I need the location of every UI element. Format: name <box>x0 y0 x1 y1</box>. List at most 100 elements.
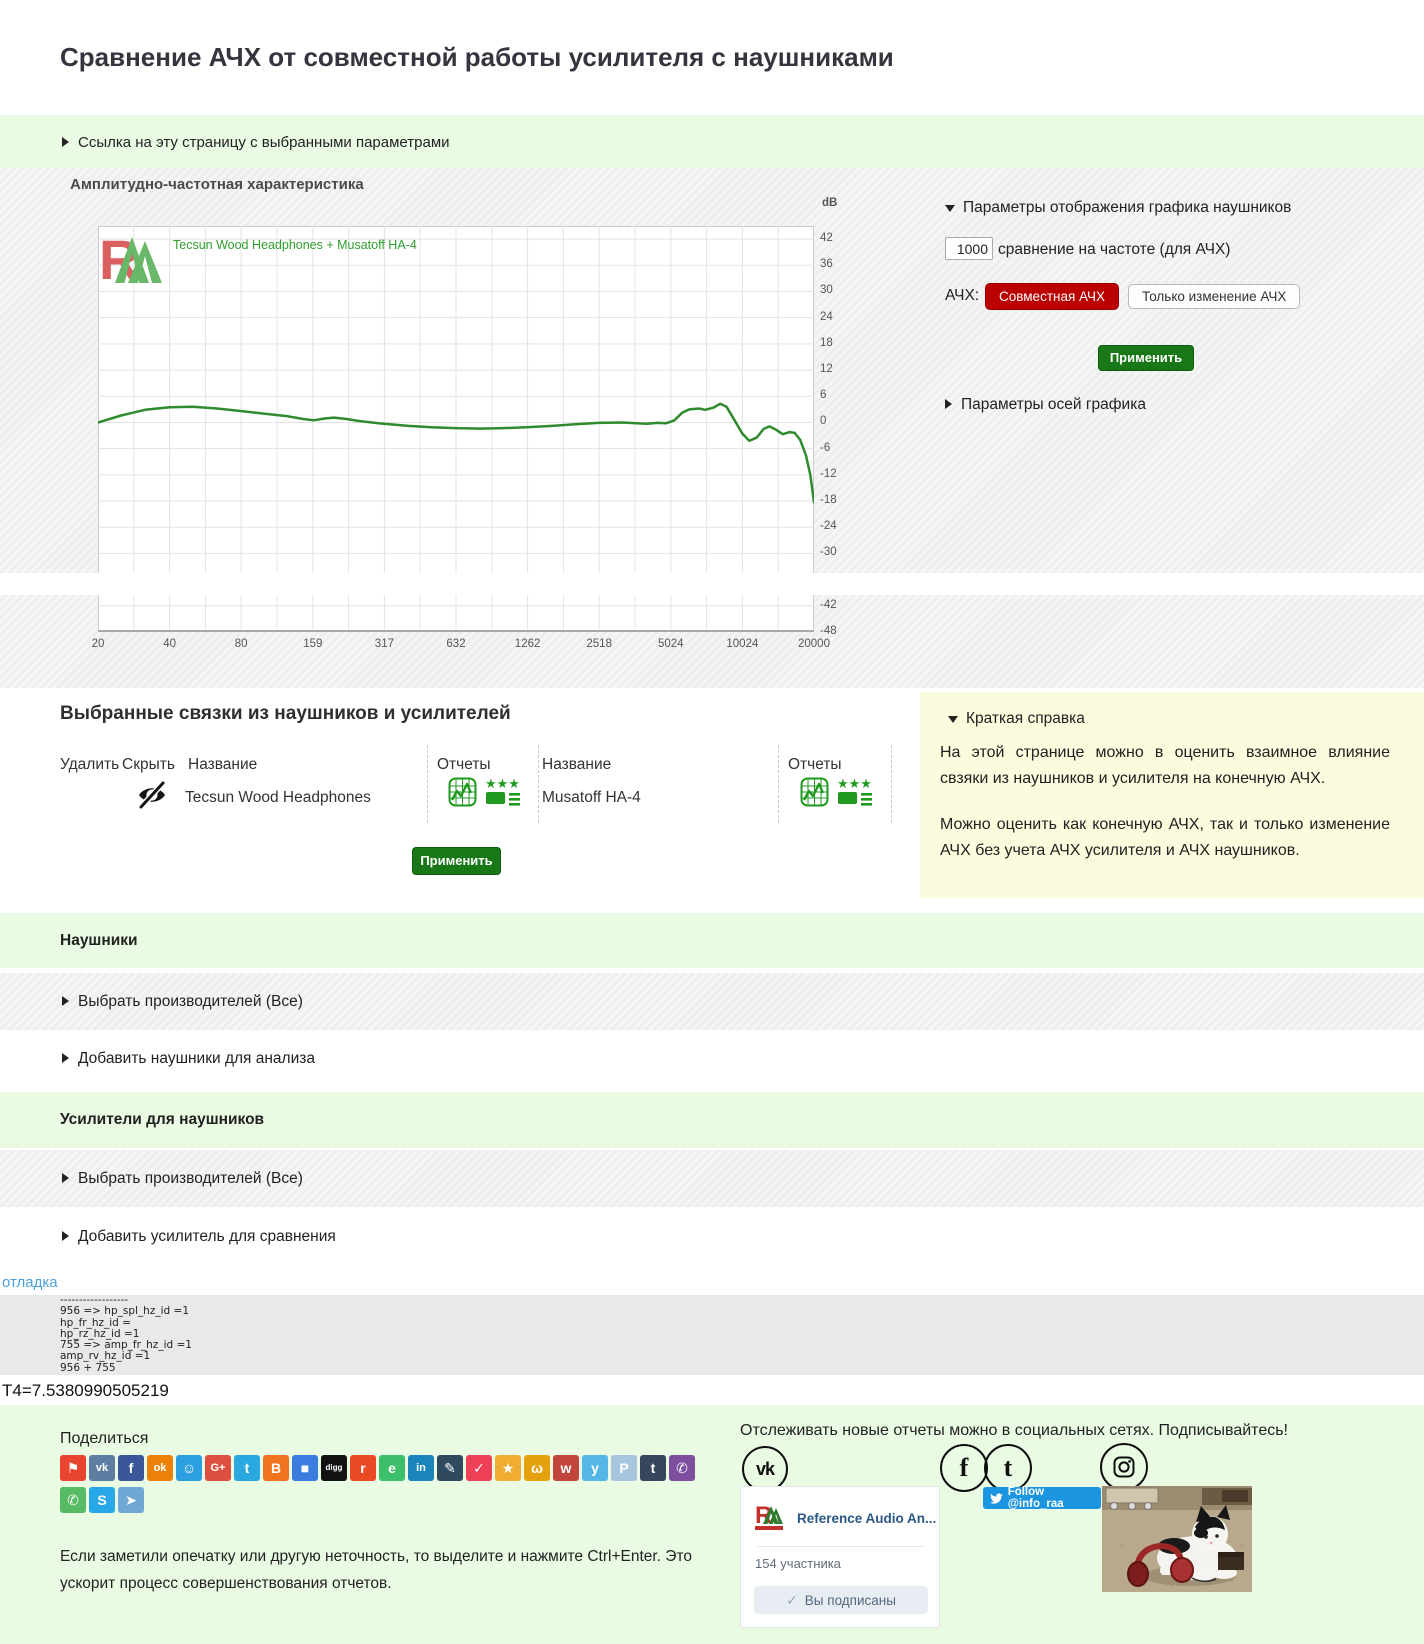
help-paragraph-1: На этой странице можно в оценить взаимно… <box>940 744 1390 787</box>
apply-pairs-button[interactable]: Применить <box>412 847 501 875</box>
share-surfingbird-icon[interactable]: y <box>582 1455 608 1481</box>
cat-with-headphones-photo <box>1102 1486 1252 1597</box>
amp-select-manufacturers-toggle[interactable]: Выбрать производителей (Все) <box>62 1170 303 1188</box>
y-tick: 42 <box>820 232 833 245</box>
column-separator <box>778 745 779 823</box>
share-reddit-icon[interactable]: r <box>350 1455 376 1481</box>
debug-output: ------------------ 956 => hp_spl_hz_id =1… <box>0 1294 1424 1375</box>
chart-caption: Амплитудно-частотная характеристика <box>70 176 364 193</box>
amplifier-name: Musatoff HA-4 <box>542 789 641 806</box>
col-reports: Отчеты <box>437 756 491 773</box>
hp-add-toggle[interactable]: Добавить наушники для анализа <box>62 1050 315 1068</box>
tumblr-circle-icon[interactable]: t <box>984 1444 1032 1492</box>
x-tick: 20 <box>91 638 105 650</box>
col-name-2: Название <box>542 756 612 773</box>
share-twitter-icon[interactable]: t <box>234 1455 260 1481</box>
instagram-circle-icon[interactable] <box>1100 1443 1148 1491</box>
raa-logo: R <box>99 228 163 292</box>
y-tick: -42 <box>820 598 837 611</box>
column-separator <box>427 745 428 823</box>
share-odnoklassniki-icon[interactable]: ok <box>147 1455 173 1481</box>
vk-members-count: 154 участника <box>755 1556 841 1571</box>
share-livejournal-icon[interactable]: ✎ <box>437 1455 463 1481</box>
share-viber-icon[interactable]: ✆ <box>669 1455 695 1481</box>
share-delicious-icon[interactable]: ■ <box>292 1455 318 1481</box>
share-postila-icon[interactable]: P <box>611 1455 637 1481</box>
share-digg-icon[interactable]: digg <box>321 1455 347 1481</box>
x-tick: 632 <box>446 638 466 650</box>
chevron-right-icon <box>62 137 69 147</box>
share-tumblr-icon[interactable]: t <box>640 1455 666 1481</box>
vk-subscribed-button[interactable]: ✓ Вы подписаны <box>754 1586 928 1614</box>
chevron-right-icon <box>62 1053 69 1063</box>
frequency-input-label: сравнение на частоте (для АЧХ) <box>998 241 1231 258</box>
y-tick: 0 <box>820 415 827 428</box>
eye-slash-icon[interactable] <box>136 780 168 815</box>
x-tick: 159 <box>303 638 323 650</box>
svg-text:★★★: ★★★ <box>837 777 872 791</box>
hp-select-manufacturers-toggle[interactable]: Выбрать производителей (Все) <box>62 993 303 1011</box>
apply-display-button[interactable]: Применить <box>1098 345 1194 371</box>
chevron-right-icon <box>62 1231 69 1241</box>
share-google-plus-icon[interactable]: G+ <box>205 1455 231 1481</box>
y-axis-unit: dB <box>822 197 838 209</box>
share-moi-mir-icon[interactable]: ☺ <box>176 1455 202 1481</box>
timing-info: T4=7.5380990505219 <box>2 1381 169 1400</box>
share-vk-icon[interactable]: vk <box>89 1455 115 1481</box>
amp-select-band <box>0 1150 1424 1207</box>
y-tick: 36 <box>820 258 833 271</box>
amplifiers-band <box>0 1092 1424 1148</box>
x-tick: 317 <box>374 638 394 650</box>
share-pocket-icon[interactable]: ✓ <box>466 1455 492 1481</box>
share-skype-icon[interactable]: S <box>89 1487 115 1513</box>
change-only-fr-button[interactable]: Только изменение АЧХ <box>1128 284 1301 309</box>
share-weibo-icon[interactable]: w <box>553 1455 579 1481</box>
facebook-circle-icon[interactable]: f <box>940 1444 988 1492</box>
twitter-follow-button[interactable]: Follow @info_raa <box>983 1486 1101 1510</box>
raa-logo-small: R <box>755 1502 785 1538</box>
page-title: Сравнение АЧХ от совместной работы усили… <box>60 42 894 72</box>
col-hide: Скрыть <box>122 756 175 773</box>
amp-add-toggle[interactable]: Добавить усилитель для сравнения <box>62 1228 336 1246</box>
joint-fr-button[interactable]: Совместная АЧХ <box>985 283 1119 310</box>
chevron-right-icon <box>62 996 69 1006</box>
vk-community-widget[interactable]: R Reference Audio An... 154 участника ✓ … <box>740 1486 940 1628</box>
axes-params-toggle[interactable]: Параметры осей графика <box>945 396 1146 414</box>
pairs-title: Выбранные связки из наушников и усилител… <box>60 703 511 724</box>
debug-link[interactable]: отладка <box>2 1274 58 1291</box>
report-chart-icon[interactable] <box>448 777 477 812</box>
link-band <box>0 115 1424 168</box>
share-golos-icon[interactable]: ω <box>524 1455 550 1481</box>
fr-mode-label: АЧХ: <box>945 287 980 304</box>
share-whatsapp-icon[interactable]: ✆ <box>60 1487 86 1513</box>
display-params-toggle[interactable]: Параметры отображения графика наушников <box>945 199 1291 217</box>
x-tick: 1262 <box>514 638 541 650</box>
help-toggle[interactable]: Краткая справка <box>948 710 1085 728</box>
col-reports-2: Отчеты <box>788 756 842 773</box>
report-measurements-icon[interactable]: ★★★ <box>837 776 873 812</box>
y-tick: -30 <box>820 546 837 559</box>
share-label: Поделиться <box>60 1430 149 1447</box>
y-tick: 18 <box>820 336 833 349</box>
frequency-input[interactable] <box>945 237 993 260</box>
typo-note: Если заметили опечатку или другую неточн… <box>60 1548 692 1592</box>
report-measurements-icon[interactable]: ★★★ <box>485 776 521 812</box>
report-chart-icon[interactable] <box>800 777 829 812</box>
column-separator <box>891 745 892 823</box>
y-tick: -18 <box>820 494 837 507</box>
share-bookmark-icon[interactable]: ⚑ <box>60 1455 86 1481</box>
share-blogger-icon[interactable]: B <box>263 1455 289 1481</box>
chevron-right-icon <box>945 399 952 409</box>
share-linkedin-icon[interactable]: in <box>408 1455 434 1481</box>
vk-community-name[interactable]: Reference Audio An... <box>797 1511 937 1526</box>
page-link-toggle[interactable]: Ссылка на эту страницу с выбранными пара… <box>62 134 450 151</box>
share-evernote-icon[interactable]: e <box>379 1455 405 1481</box>
share-star-service-icon[interactable]: ★ <box>495 1455 521 1481</box>
share-icons-row: ✆ S ➤ <box>60 1487 144 1513</box>
share-telegram-icon[interactable]: ➤ <box>118 1487 144 1513</box>
chevron-right-icon <box>62 1173 69 1183</box>
share-facebook-icon[interactable]: f <box>118 1455 144 1481</box>
section-headphones: Наушники <box>60 932 138 949</box>
